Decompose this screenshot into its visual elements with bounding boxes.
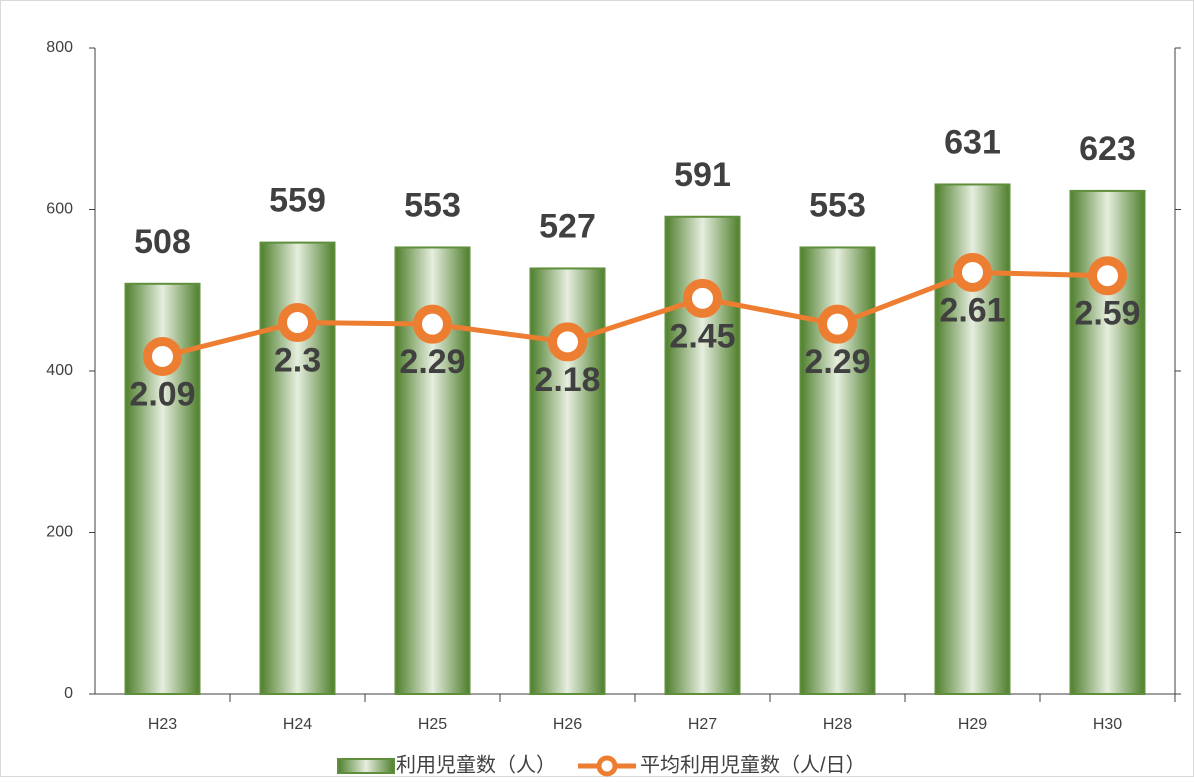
line-label: 2.18 bbox=[534, 361, 600, 399]
y-tick-label: 800 bbox=[46, 39, 73, 56]
line-label: 2.09 bbox=[129, 375, 195, 413]
x-tick-label: H26 bbox=[553, 716, 582, 733]
x-tick-label: H24 bbox=[283, 716, 312, 733]
line-label: 2.3 bbox=[274, 342, 321, 380]
x-tick-label: H29 bbox=[958, 716, 987, 733]
bar-label: 623 bbox=[1079, 130, 1136, 168]
x-tick-label: H28 bbox=[823, 716, 852, 733]
marker bbox=[953, 252, 992, 292]
marker bbox=[818, 304, 857, 344]
marker bbox=[548, 322, 587, 362]
marker bbox=[278, 303, 317, 343]
legend-marker bbox=[596, 755, 618, 777]
bar-label: 591 bbox=[674, 156, 731, 194]
marker bbox=[683, 278, 722, 318]
line-label: 2.29 bbox=[804, 343, 870, 381]
legend-label: 利用児童数（人） bbox=[396, 753, 556, 776]
y-tick-label: 600 bbox=[46, 201, 73, 218]
y-tick-label: 200 bbox=[46, 524, 73, 541]
y-tick-label: 0 bbox=[64, 685, 73, 702]
bar-label: 553 bbox=[404, 186, 461, 224]
line-label: 2.59 bbox=[1074, 295, 1140, 333]
bar-label: 559 bbox=[269, 182, 326, 220]
line-label: 2.29 bbox=[399, 343, 465, 381]
legend-swatch bbox=[337, 758, 395, 774]
line-label: 2.61 bbox=[939, 291, 1005, 329]
line bbox=[161, 269, 1108, 359]
marker bbox=[1088, 256, 1127, 296]
bar-label: 508 bbox=[134, 223, 191, 261]
x-tick-label: H25 bbox=[418, 716, 447, 733]
marker bbox=[413, 304, 452, 344]
x-tick-label: H27 bbox=[688, 716, 717, 733]
bar-label: 553 bbox=[809, 186, 866, 224]
x-tick-label: H30 bbox=[1093, 716, 1122, 733]
x-tick-label: H23 bbox=[148, 716, 177, 733]
marker bbox=[143, 336, 182, 376]
bar-label: 631 bbox=[944, 123, 1001, 161]
y-tick-label: 400 bbox=[46, 362, 73, 379]
legend-label: 平均利用児童数（人/日） bbox=[640, 753, 866, 776]
line-label: 2.45 bbox=[669, 317, 735, 355]
bar-label: 527 bbox=[539, 207, 596, 245]
